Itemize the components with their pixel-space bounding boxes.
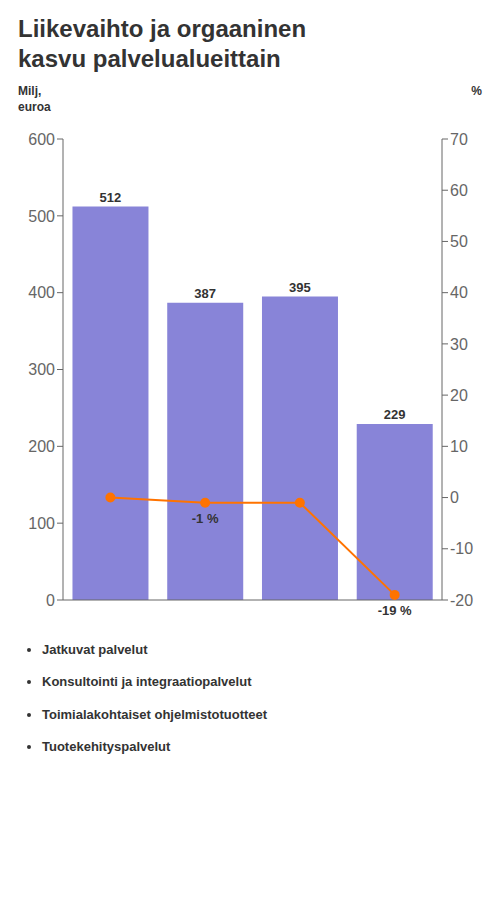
svg-text:0: 0 (46, 592, 55, 609)
svg-text:500: 500 (28, 208, 55, 225)
html-text:kasvu palvelualueittain: kasvu palvelualueittain (18, 45, 281, 72)
svg-text:-20: -20 (450, 592, 473, 609)
html-text:Jatkuvat palvelut: Jatkuvat palvelut (42, 642, 148, 658)
svg-text:20: 20 (450, 387, 468, 404)
svg-text:512: 512 (100, 190, 122, 205)
svg-text:600: 600 (28, 131, 55, 148)
svg-text:200: 200 (28, 438, 55, 455)
html-text:Konsultointi ja integraatiopal: Konsultointi ja integraatiopalvelut (42, 674, 252, 690)
svg-text:0: 0 (450, 489, 459, 506)
html-text:Liikevaihto ja orgaaninen: Liikevaihto ja orgaaninen (18, 15, 307, 42)
svg-text:60: 60 (450, 182, 468, 199)
html-text:Tuotekehityspalvelut: Tuotekehityspalvelut (42, 738, 171, 754)
svg-text:400: 400 (28, 285, 55, 302)
svg-text:10: 10 (450, 438, 468, 455)
svg-text:300: 300 (28, 361, 55, 378)
svg-text:-1 %: -1 % (192, 511, 219, 526)
html-text:Milj,: Milj, (18, 84, 42, 98)
svg-text:229: 229 (384, 407, 406, 422)
html-text:euroa: euroa (18, 99, 51, 114)
svg-text:395: 395 (289, 280, 311, 295)
svg-text:40: 40 (450, 285, 468, 302)
svg-text:-19 %: -19 % (378, 603, 412, 618)
svg-text:70: 70 (450, 131, 468, 148)
html-text:Toimialakohtaiset ohjelmistotu: Toimialakohtaiset ohjelmistotuotteet (42, 706, 268, 722)
svg-text:387: 387 (194, 286, 216, 301)
svg-text:50: 50 (450, 233, 468, 250)
svg-text:30: 30 (450, 336, 468, 353)
svg-text:-10: -10 (450, 541, 473, 558)
svg-text:100: 100 (28, 515, 55, 532)
